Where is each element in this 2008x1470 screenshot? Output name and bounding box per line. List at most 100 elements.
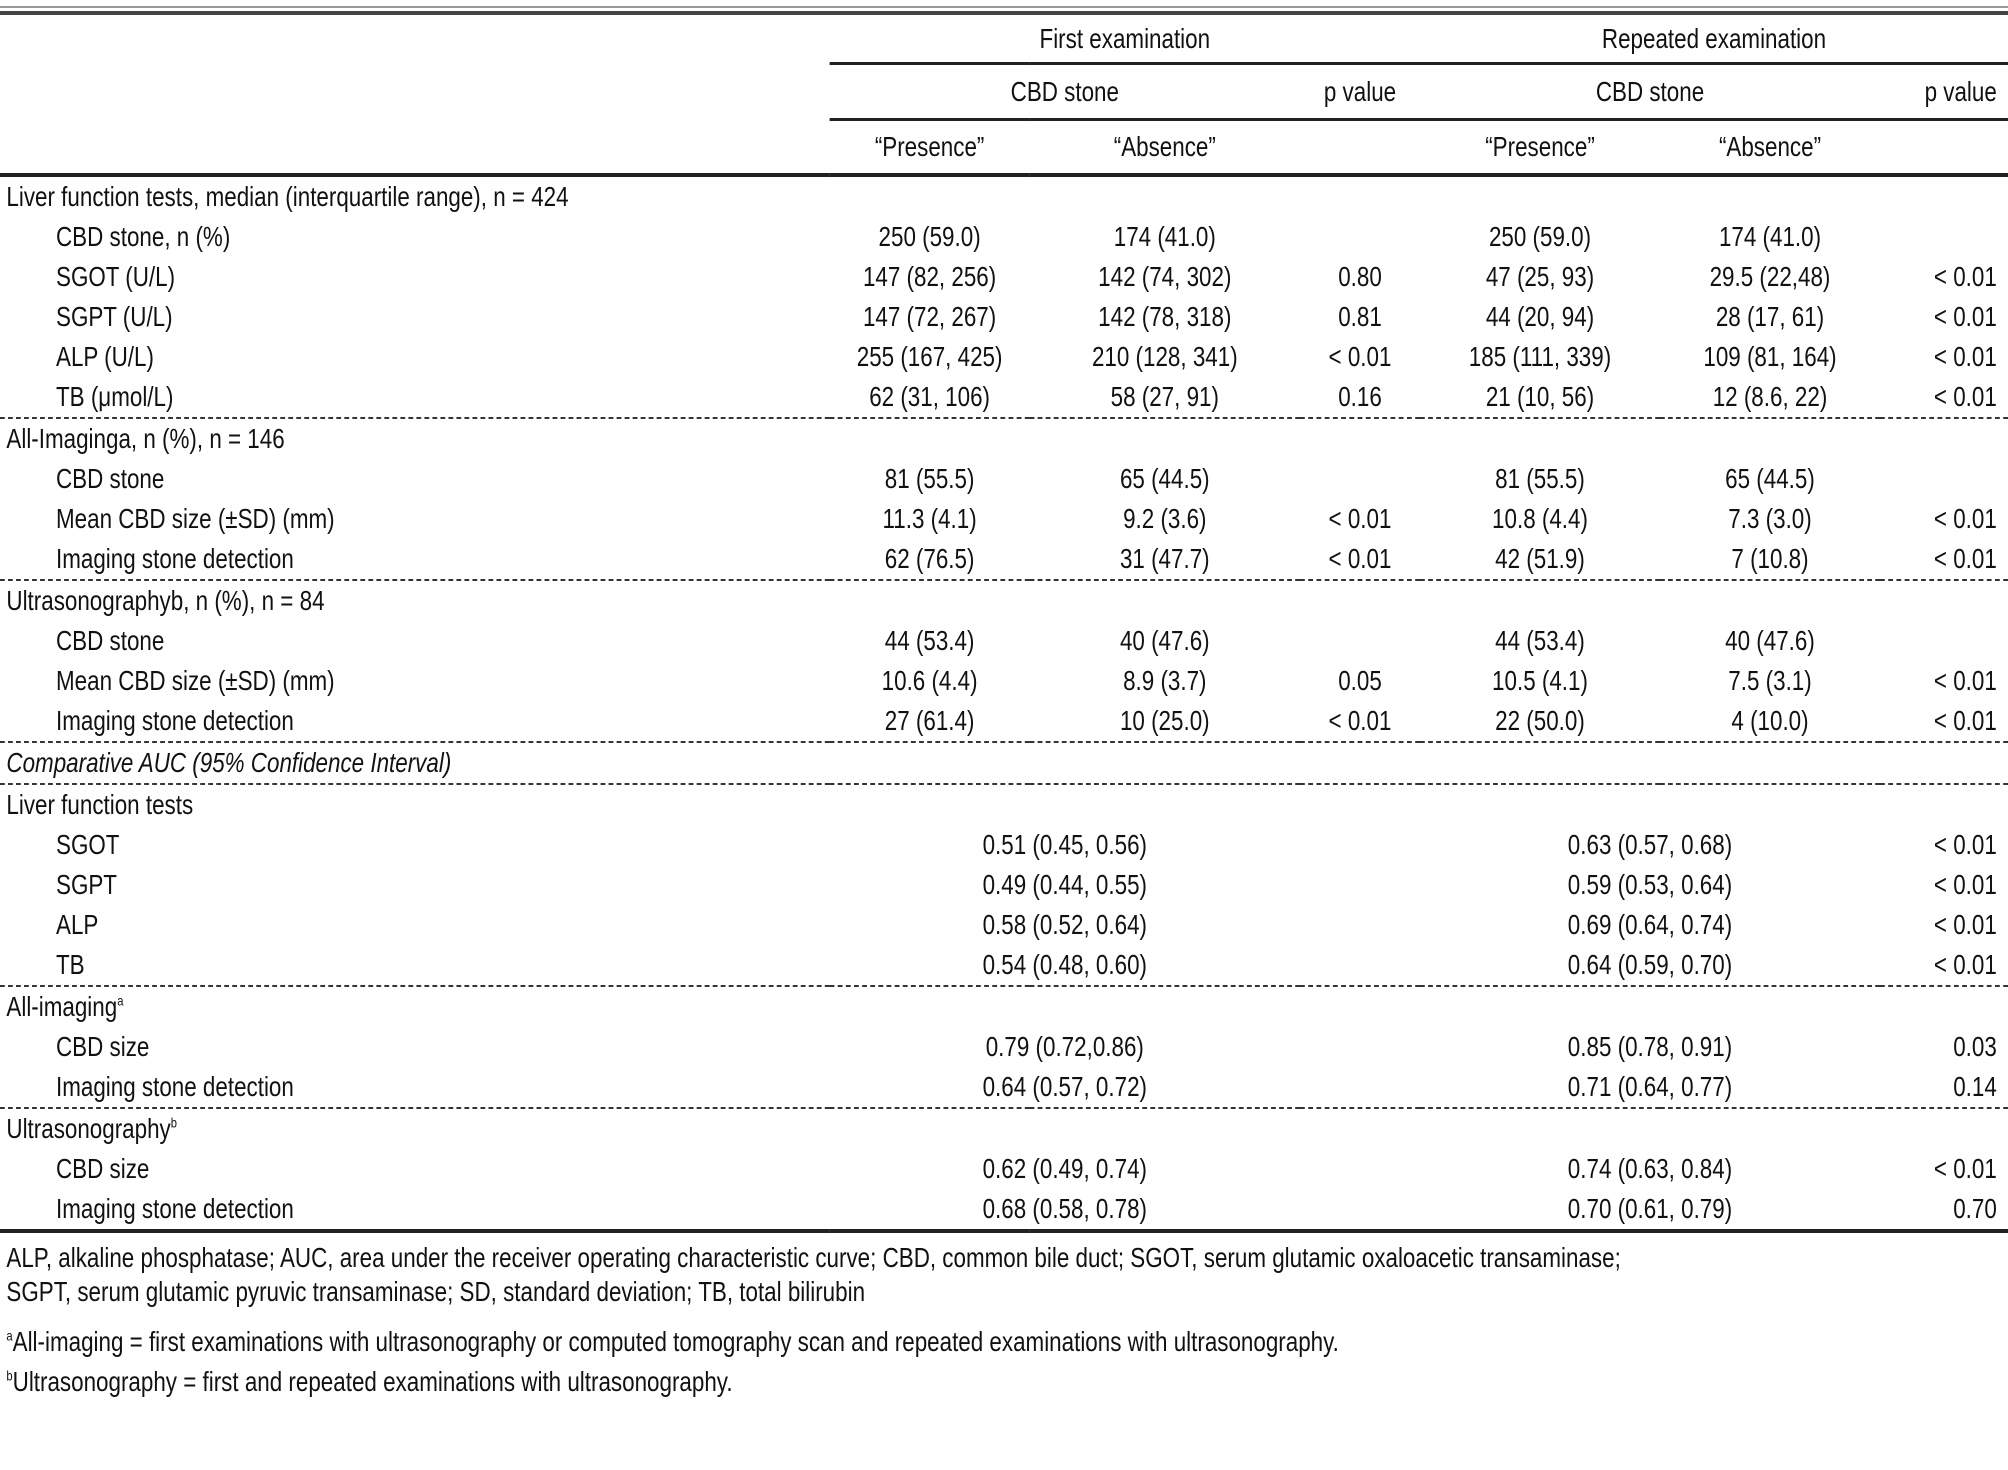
repeated-absence-cell: 4 (10.0) (1660, 701, 1880, 743)
auc-subsection-title: Ultrasonographyb (0, 1108, 2008, 1149)
repeated-p-value-cell (1880, 621, 2008, 661)
first-presence-cell: 62 (31, 106) (829, 377, 1030, 419)
empty-cell (1300, 1189, 1420, 1233)
first-absence-cell: 58 (27, 91) (1029, 377, 1300, 419)
auc-table-row: SGPT 0.49 (0.44, 0.55) 0.59 (0.53, 0.64) < … (0, 865, 2008, 905)
first-auc-cell: 0.51 (0.45, 0.56) (982, 829, 1147, 860)
table-row: ALP (U/L) 255 (167, 425) 210 (128, 341) < 0… (0, 337, 2008, 377)
auc-table-row: CBD size 0.62 (0.49, 0.74) 0.74 (0.63, 0.8… (0, 1149, 2008, 1189)
auc-subsection-title-text: Liver function tests (6, 789, 194, 820)
results-table-container: First examination Repeated examination C… (0, 6, 2008, 1399)
first-p-value-cell: < 0.01 (1300, 539, 1420, 581)
header-row-cbd: CBD stone p value CBD stone p value (0, 63, 2008, 121)
repeated-presence-cell: 42 (51.9) (1420, 539, 1660, 581)
repeated-p-value-cell: < 0.01 (1933, 341, 1997, 372)
section-title-row: Liver function tests, median (interquart… (0, 175, 2008, 217)
row-label: CBD size (56, 1153, 150, 1184)
repeated-presence-cell: 81 (55.5) (1495, 463, 1585, 494)
header-row-exams: First examination Repeated examination (0, 15, 2008, 65)
first-p-value-cell (1300, 621, 1420, 661)
repeated-auc-cell: 0.59 (0.53, 0.64) (1567, 869, 1733, 900)
table-body: Liver function tests, median (interquart… (0, 175, 2008, 1233)
auc-p-value-cell: 0.03 (1953, 1031, 1997, 1062)
repeated-absence-cell: 109 (81, 164) (1703, 341, 1837, 372)
first-absence-cell: 174 (41.0) (1113, 221, 1216, 252)
repeated-p-value-cell: < 0.01 (1933, 301, 1997, 332)
table-row: Mean CBD size (±SD) (mm) 11.3 (4.1) 9.2 (3… (0, 499, 2008, 539)
table-row: CBD stone 81 (55.5) 65 (44.5) 81 (55.5) 65 (… (0, 459, 2008, 499)
repeated-absence-cell: 7.5 (3.1) (1728, 665, 1812, 696)
repeated-absence-cell: 28 (17, 61) (1715, 301, 1825, 332)
first-auc-cell: 0.64 (0.57, 0.72) (829, 1067, 1300, 1109)
first-auc-cell: 0.68 (0.58, 0.78) (829, 1189, 1300, 1233)
footnote-b-text: Ultrasonography = first and repeated exa… (12, 1366, 733, 1397)
row-label: TB (μmol/L) (0, 377, 830, 419)
row-label: CBD stone (56, 625, 165, 656)
first-presence-cell: 44 (53.4) (884, 625, 975, 656)
table-row: Mean CBD size (±SD) (mm) 10.6 (4.4) 8.9 (3… (0, 661, 2008, 701)
first-auc-cell: 0.49 (0.44, 0.55) (982, 869, 1147, 900)
first-presence-cell: 11.3 (4.1) (882, 503, 977, 534)
auc-table-row: ALP 0.58 (0.52, 0.64) 0.69 (0.64, 0.74) < 0… (0, 905, 2008, 945)
auc-p-value-cell: < 0.01 (1933, 829, 1997, 860)
repeated-absence-cell: 29.5 (22,48) (1709, 261, 1831, 292)
row-label: Imaging stone detection (0, 1189, 830, 1233)
first-presence-cell: 27 (61.4) (829, 701, 1030, 743)
repeated-presence-cell: 44 (20, 94) (1485, 301, 1595, 332)
repeated-presence-cell: 44 (53.4) (1495, 625, 1585, 656)
row-label: SGPT (56, 869, 117, 900)
repeated-auc-cell: 0.63 (0.57, 0.68) (1567, 829, 1733, 860)
auc-subsection-title-row: Ultrasonographyb (0, 1108, 2008, 1149)
first-p-value-cell (1300, 459, 1420, 499)
table-row: CBD stone 44 (53.4) 40 (47.6) 44 (53.4) 40 (… (0, 621, 2008, 661)
first-presence-cell: 255 (167, 425) (856, 341, 1003, 372)
section-title-row: Ultrasonographyb, n (%), n = 84 (0, 580, 2008, 621)
empty-cell (1300, 825, 1420, 865)
auc-p-value-cell: 0.14 (1880, 1067, 2008, 1109)
repeated-auc-cell: 0.64 (0.59, 0.70) (1420, 945, 1880, 987)
first-absence-cell: 9.2 (3.6) (1123, 503, 1207, 534)
first-p-value-cell: 0.80 (1338, 261, 1382, 292)
footnote-b: bUltrasonography = first and repeated ex… (6, 1365, 2008, 1399)
row-label: TB (0, 945, 830, 987)
table-row: SGPT (U/L) 147 (72, 267) 142 (78, 318) 0.81… (0, 297, 2008, 337)
row-label: ALP (U/L) (56, 341, 154, 372)
repeated-p-value-cell (1880, 217, 2008, 257)
first-examination-header: First examination (829, 15, 1420, 65)
auc-subsection-title-text: All-imaging (6, 991, 118, 1022)
footnote-marker: b (170, 1114, 177, 1131)
row-label: SGOT (56, 829, 120, 860)
section-title: Liver function tests, median (interquart… (6, 181, 569, 212)
top-rule-thin (0, 6, 2008, 8)
repeated-p-value-cell: < 0.01 (1933, 503, 1997, 534)
first-absence-cell: 8.9 (3.7) (1123, 665, 1207, 696)
row-label: CBD size (56, 1031, 150, 1062)
repeated-presence-cell: 250 (59.0) (1488, 221, 1592, 252)
first-absence-cell: 142 (74, 302) (1098, 261, 1232, 292)
repeated-auc-cell: 0.70 (0.61, 0.79) (1420, 1189, 1880, 1233)
repeated-absence-header: “Absence” (1660, 119, 1880, 177)
first-p-value-header: p value (1300, 63, 1420, 121)
abbreviations-line-2: SGPT, serum glutamic pyruvic transaminas… (6, 1276, 866, 1307)
auc-subsection-title-row: Liver function tests (0, 784, 2008, 825)
repeated-presence-cell: 21 (10, 56) (1420, 377, 1660, 419)
empty-cell (1300, 945, 1420, 987)
auc-subsection-title: All-imaginga (0, 986, 2008, 1027)
empty-cell (1300, 865, 1420, 905)
abbreviations-line-1: ALP, alkaline phosphatase; AUC, area und… (6, 1242, 1621, 1273)
footnote-a: aAll-imaging = first examinations with u… (6, 1325, 2008, 1359)
first-auc-cell: 0.62 (0.49, 0.74) (982, 1153, 1147, 1184)
row-label: Imaging stone detection (0, 539, 830, 581)
first-cbd-stone-header: CBD stone (829, 63, 1300, 121)
top-rule-thick (0, 11, 2008, 15)
auc-subsection-title-row: All-imaginga (0, 986, 2008, 1027)
first-absence-cell: 210 (128, 341) (1091, 341, 1238, 372)
first-p-value-cell: 0.16 (1300, 377, 1420, 419)
first-presence-cell: 250 (59.0) (878, 221, 981, 252)
section-title: All-Imaginga, n (%), n = 146 (6, 423, 285, 454)
repeated-absence-cell: 65 (44.5) (1725, 463, 1815, 494)
repeated-presence-cell: 10.5 (4.1) (1492, 665, 1588, 696)
auc-section-title: Comparative AUC (95% Confidence Interval… (0, 742, 2008, 785)
row-label: Imaging stone detection (0, 701, 830, 743)
auc-table-row: Imaging stone detection 0.68 (0.58, 0.78)… (0, 1189, 2008, 1233)
